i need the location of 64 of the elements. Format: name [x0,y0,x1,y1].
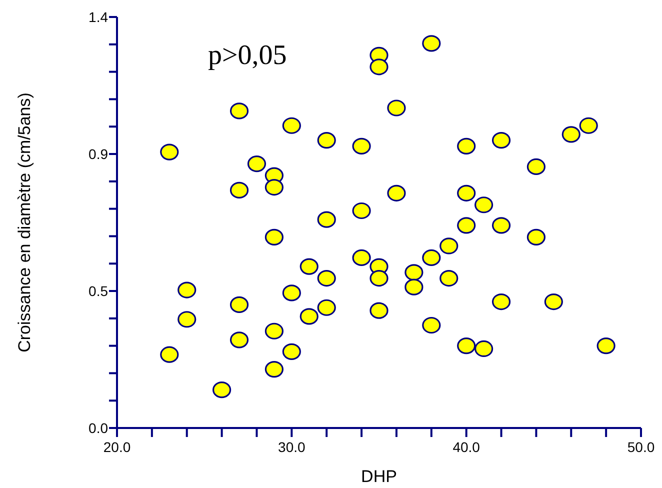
point [282,117,301,134]
x-tick-label: 40.0 [452,439,480,455]
point [387,100,406,116]
point [212,382,232,398]
point [264,228,284,246]
point [526,228,546,246]
y-axis-title: Croissance en diamètre (cm/5ans) [15,92,34,352]
point [404,264,424,281]
y-tick-label: 1.4 [88,9,108,25]
point [579,117,598,134]
point [474,340,494,358]
point [370,270,388,287]
point [178,311,196,328]
y-tick-label: 0.9 [88,146,108,162]
point [562,126,580,143]
point [387,184,406,202]
point [352,249,371,266]
point [492,293,511,310]
point [352,138,371,154]
point [440,238,458,254]
point [264,178,284,196]
point [300,258,318,275]
point [160,144,179,160]
annotation: p>0,05 [208,40,287,71]
x-tick-label: 30.0 [278,439,306,455]
point [352,202,371,220]
point [526,158,546,176]
point [404,278,424,296]
point [300,308,318,325]
point [422,35,441,52]
point [370,302,388,319]
point [247,155,266,172]
y-tick-label: 0.5 [88,282,108,299]
point [492,217,511,234]
point [282,343,301,360]
point [457,138,476,154]
point [230,102,249,120]
point [474,196,494,214]
x-tick-label: 50.0 [627,439,655,455]
point [457,184,476,202]
point [230,332,249,348]
point [422,316,441,334]
point [596,338,616,354]
point [317,270,336,287]
point [264,322,284,340]
point [422,249,441,266]
point [230,182,249,199]
y-tick-label: 0.0 [88,420,108,436]
point [282,284,301,302]
x-tick-label: 20.0 [103,439,131,455]
point [440,270,458,287]
point [457,217,476,234]
point [492,132,511,149]
point [264,360,284,378]
point [317,299,336,316]
point [160,346,179,363]
point [370,58,388,76]
point [457,338,476,354]
x-axis-title: DHP [361,467,397,486]
point [317,211,336,228]
point [544,293,563,310]
point [178,282,196,298]
point [230,296,249,313]
point [317,132,336,149]
